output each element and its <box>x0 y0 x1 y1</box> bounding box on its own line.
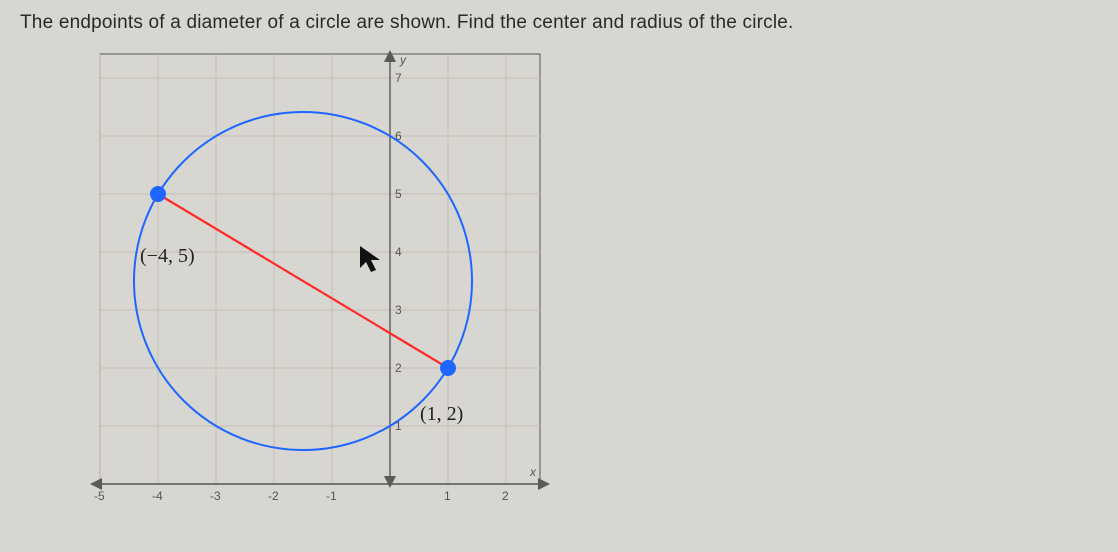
plot-border <box>100 54 540 484</box>
endpoint-a <box>150 186 166 202</box>
y-axis-arrow-down-icon <box>384 476 396 488</box>
x-tick-label: -1 <box>326 489 337 503</box>
coordinate-graph: y x 1 2 3 4 5 6 7 -5 -4 -3 -2 -1 1 2 (−4… <box>70 48 570 508</box>
x-tick-label: 2 <box>502 489 509 503</box>
x-axis-label: x <box>529 465 537 479</box>
y-tick-label: 4 <box>395 245 402 259</box>
x-axis-arrow-right-icon <box>538 478 550 490</box>
diameter-line <box>158 194 448 368</box>
point-label-b: (1, 2) <box>420 403 463 425</box>
point-label-a: (−4, 5) <box>140 245 195 267</box>
x-tick-label: -5 <box>94 489 105 503</box>
y-tick-label: 7 <box>395 71 402 85</box>
x-tick-label: -2 <box>268 489 279 503</box>
cursor-icon <box>360 246 380 272</box>
y-tick-label: 2 <box>395 361 402 375</box>
y-axis-arrow-icon <box>384 50 396 62</box>
endpoint-b <box>440 360 456 376</box>
y-tick-label: 3 <box>395 303 402 317</box>
x-tick-label: 1 <box>444 489 451 503</box>
y-axis-label: y <box>399 53 407 67</box>
x-tick-label: -3 <box>210 489 221 503</box>
graph-container: y x 1 2 3 4 5 6 7 -5 -4 -3 -2 -1 1 2 (−4… <box>70 48 1098 508</box>
y-tick-label: 5 <box>395 187 402 201</box>
x-tick-label: -4 <box>152 489 163 503</box>
question-prompt: The endpoints of a diameter of a circle … <box>20 12 1098 34</box>
